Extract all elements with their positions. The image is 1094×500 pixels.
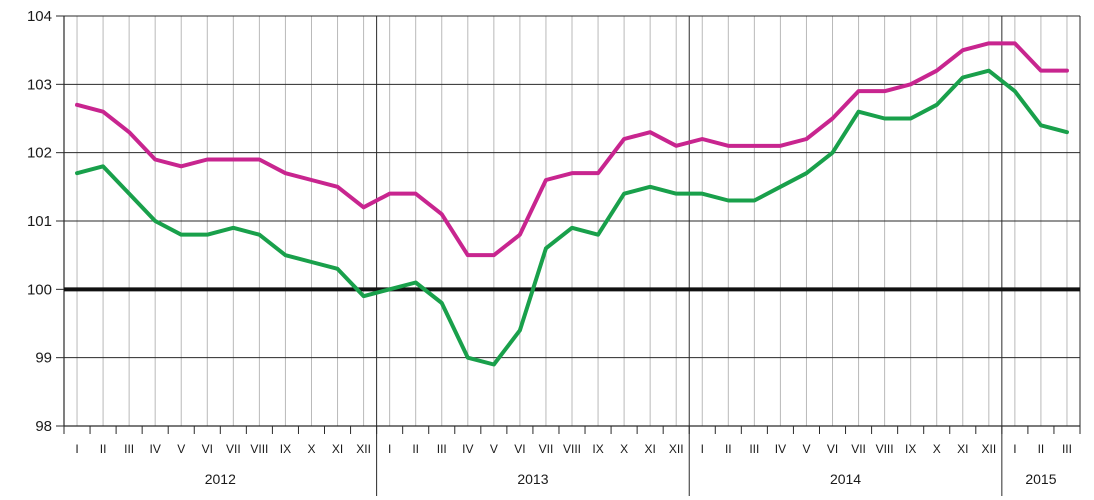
x-month-label: II bbox=[100, 442, 107, 456]
x-month-label: II bbox=[412, 442, 419, 456]
x-month-label: XII bbox=[981, 442, 996, 456]
x-month-label: IX bbox=[592, 442, 603, 456]
x-month-label: VII bbox=[851, 442, 866, 456]
x-month-label: XI bbox=[957, 442, 968, 456]
x-month-label: I bbox=[388, 442, 391, 456]
x-month-label: I bbox=[701, 442, 704, 456]
x-month-label: IX bbox=[280, 442, 291, 456]
x-month-label: V bbox=[490, 442, 498, 456]
x-month-label: I bbox=[75, 442, 78, 456]
series-lines bbox=[75, 41, 1069, 367]
y-tick-label: 100 bbox=[27, 281, 52, 298]
x-month-label: III bbox=[437, 442, 447, 456]
y-tick-label: 98 bbox=[35, 418, 52, 435]
y-tick-label: 101 bbox=[27, 213, 52, 230]
x-month-label: VII bbox=[226, 442, 241, 456]
x-year-label: 2012 bbox=[205, 471, 236, 487]
x-tick-labels: I II III IV V VI VII VIII IX X XI XII I II III IV V VI VII… bbox=[75, 442, 1072, 487]
axes bbox=[56, 15, 1081, 434]
x-month-label: I bbox=[1013, 442, 1016, 456]
y-tick-label: 103 bbox=[27, 76, 52, 93]
x-month-label: VII bbox=[539, 442, 554, 456]
x-month-label: III bbox=[1062, 442, 1072, 456]
x-month-label: XI bbox=[644, 442, 655, 456]
x-month-label: IV bbox=[462, 442, 473, 456]
x-month-label: VI bbox=[202, 442, 213, 456]
x-month-label: VI bbox=[514, 442, 525, 456]
series-line-1 bbox=[75, 41, 1069, 258]
x-month-label: VIII bbox=[876, 442, 894, 456]
grid bbox=[64, 15, 1080, 496]
x-month-label: V bbox=[802, 442, 810, 456]
x-month-label: XII bbox=[356, 442, 371, 456]
x-month-label: III bbox=[749, 442, 759, 456]
x-month-label: IV bbox=[775, 442, 786, 456]
y-tick-label: 99 bbox=[35, 350, 52, 367]
x-month-label: X bbox=[933, 442, 941, 456]
x-month-label: VIII bbox=[563, 442, 581, 456]
x-month-label: X bbox=[620, 442, 628, 456]
x-year-label: 2013 bbox=[517, 471, 548, 487]
x-month-label: III bbox=[124, 442, 134, 456]
x-month-label: X bbox=[307, 442, 315, 456]
y-tick-label: 104 bbox=[27, 8, 52, 25]
x-month-label: VIII bbox=[250, 442, 268, 456]
x-month-label: XI bbox=[332, 442, 343, 456]
x-month-label: VI bbox=[827, 442, 838, 456]
x-year-label: 2014 bbox=[830, 471, 861, 487]
x-month-label: II bbox=[1038, 442, 1045, 456]
x-month-label: IX bbox=[905, 442, 916, 456]
x-month-label: V bbox=[177, 442, 185, 456]
x-month-label: XII bbox=[669, 442, 684, 456]
x-month-label: II bbox=[725, 442, 732, 456]
series-line-2 bbox=[75, 68, 1069, 367]
x-month-label: IV bbox=[150, 442, 161, 456]
y-tick-label: 102 bbox=[27, 145, 52, 162]
x-year-label: 2015 bbox=[1025, 471, 1056, 487]
y-tick-labels: 98 99 100 101 102 103 104 bbox=[27, 8, 52, 435]
